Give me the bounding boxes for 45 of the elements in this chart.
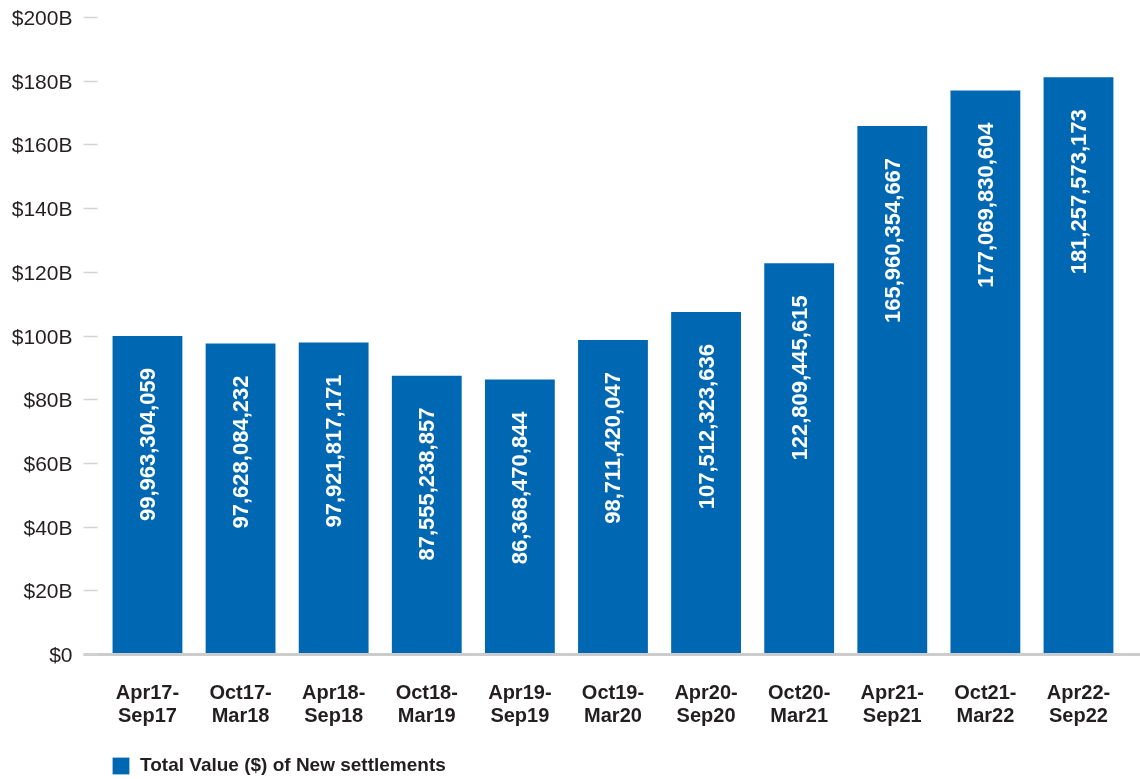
y-tick-label: $140B	[11, 197, 73, 221]
y-tick-label: $100B	[11, 324, 73, 348]
x-tick-label: Oct21-Mar22	[954, 680, 1017, 726]
data-label: 97,921,817,171	[321, 374, 347, 528]
x-tick-label: Oct20-Mar21	[768, 680, 831, 726]
x-tick-label: Oct17-Mar18	[209, 680, 272, 726]
x-tick-label: Apr22-Sep22	[1046, 680, 1111, 726]
bar	[1043, 77, 1114, 655]
y-tick-label: $20B	[23, 579, 73, 603]
y-tick-label: $60B	[23, 451, 73, 475]
x-tick-label: Apr21-Sep21	[860, 680, 924, 726]
y-tick-label: $80B	[23, 388, 73, 412]
legend-label: Total Value ($) of New settlements	[140, 754, 446, 776]
x-tick-label: Apr17-Sep17	[115, 680, 180, 726]
data-label: 165,960,354,667	[879, 157, 905, 324]
y-tick-label: $40B	[23, 515, 73, 539]
x-tick-label: Oct18-Mar19	[395, 680, 458, 726]
bar	[950, 90, 1021, 655]
data-label: 97,628,084,232	[228, 375, 254, 529]
bar	[391, 375, 462, 655]
y-tick-label: $0	[49, 643, 73, 666]
y-tick-label: $180B	[11, 69, 73, 93]
bar	[764, 263, 835, 655]
y-tick-label: $120B	[11, 260, 73, 284]
bar	[484, 379, 555, 655]
data-label: 107,512,323,636	[693, 344, 719, 510]
bar	[578, 340, 648, 655]
data-label: 98,711,420,047	[600, 372, 626, 524]
bar	[671, 312, 741, 655]
data-label: 177,069,830,604	[972, 121, 998, 288]
data-label: 99,963,304,059	[134, 368, 160, 522]
bar	[298, 342, 369, 655]
data-label: 86,368,470,844	[507, 410, 533, 565]
x-tick-label: Apr20-Sep20	[674, 680, 738, 726]
bar	[857, 125, 928, 655]
data-label: 181,257,573,173	[1065, 109, 1091, 275]
bar	[205, 343, 276, 655]
y-tick-label: $200B	[11, 6, 73, 29]
bar	[112, 336, 183, 655]
y-tick-label: $160B	[11, 133, 73, 157]
x-tick-label: Apr18-Sep18	[301, 680, 366, 726]
data-label: 87,555,238,857	[414, 407, 440, 561]
x-tick-label: Oct19-Mar20	[581, 680, 645, 726]
x-tick-label: Apr19-Sep19	[488, 680, 552, 726]
data-label: 122,809,445,615	[786, 295, 812, 461]
